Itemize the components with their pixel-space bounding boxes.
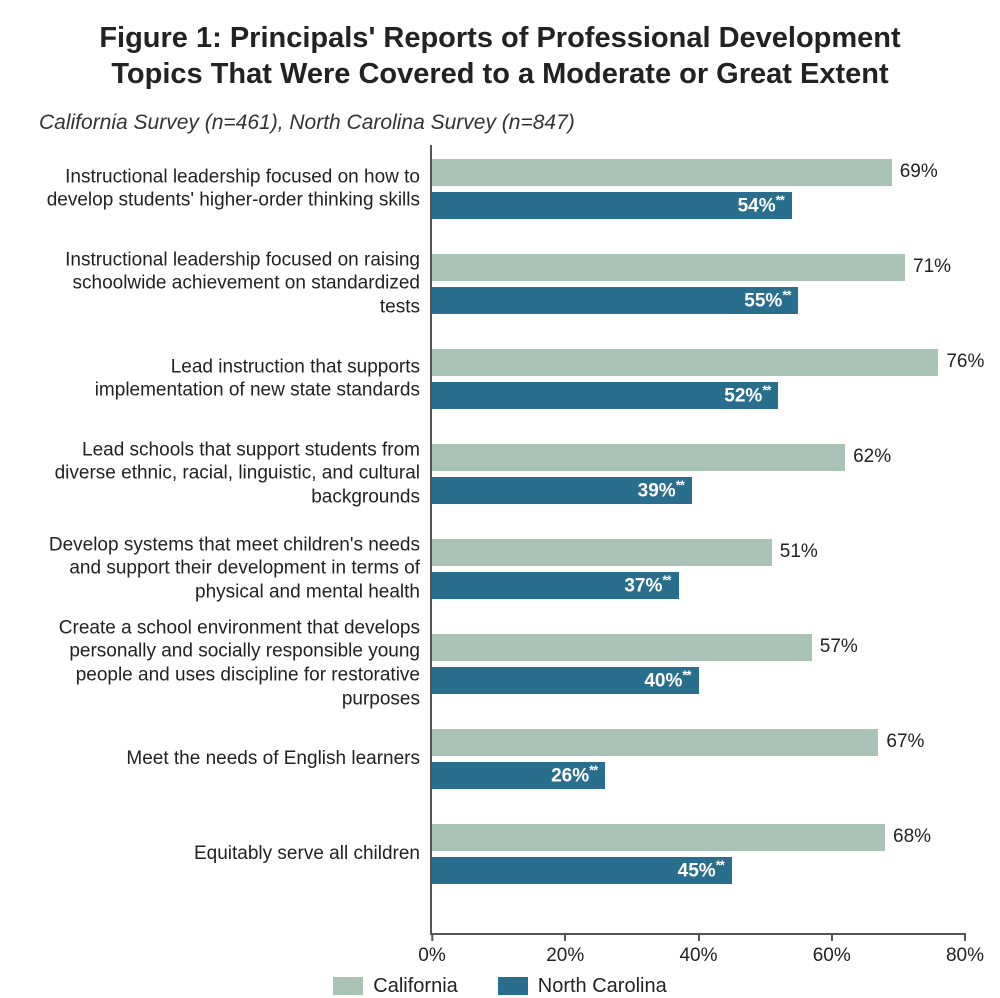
- bar-value-label: 54%**: [738, 192, 784, 217]
- bar-north-carolina: 54%**: [432, 192, 792, 219]
- figure-title: Figure 1: Principals' Reports of Profess…: [35, 20, 965, 93]
- bar-value-label: 26%**: [551, 762, 597, 787]
- category-label: Develop systems that meet children's nee…: [40, 533, 420, 604]
- x-axis-tick: 60%: [813, 933, 851, 967]
- category-label: Lead instruction that supports implement…: [40, 355, 420, 403]
- category-label: Meet the needs of English learners: [40, 747, 420, 771]
- bar-california: 51%: [432, 539, 772, 566]
- bar-north-carolina: 26%**: [432, 762, 605, 789]
- title-line-1: Figure 1: Principals' Reports of Profess…: [99, 22, 900, 54]
- x-axis-tick: 80%: [946, 933, 984, 967]
- category-label: Lead schools that support students from …: [40, 438, 420, 509]
- x-axis-tick: 0%: [418, 933, 445, 967]
- legend-label: North Carolina: [538, 975, 667, 998]
- legend-swatch: [333, 977, 363, 995]
- bar-value-label: 45%**: [678, 857, 724, 882]
- bar-north-carolina: 55%**: [432, 287, 798, 314]
- title-line-2: Topics That Were Covered to a Moderate o…: [111, 58, 888, 90]
- legend-item: California: [333, 975, 457, 998]
- x-axis-tick: 20%: [546, 933, 584, 967]
- bar-value-label: 51%: [772, 541, 818, 563]
- bar-north-carolina: 37%**: [432, 572, 679, 599]
- bar-value-label: 37%**: [624, 572, 670, 597]
- bar-north-carolina: 45%**: [432, 857, 732, 884]
- bar-value-label: 39%**: [638, 477, 684, 502]
- bar-value-label: 76%: [938, 351, 984, 373]
- bar-value-label: 57%: [812, 636, 858, 658]
- bar-north-carolina: 40%**: [432, 667, 699, 694]
- bar-california: 62%: [432, 444, 845, 471]
- figure-subtitle: California Survey (n=461), North Carolin…: [35, 111, 965, 135]
- chart: Instructional leadership focused on how …: [35, 145, 965, 935]
- bar-value-label: 71%: [905, 256, 951, 278]
- bar-california: 76%: [432, 349, 938, 376]
- bar-california: 71%: [432, 254, 905, 281]
- bar-north-carolina: 39%**: [432, 477, 692, 504]
- bar-california: 67%: [432, 729, 878, 756]
- legend-item: North Carolina: [498, 975, 667, 998]
- bar-california: 57%: [432, 634, 812, 661]
- bar-value-label: 62%: [845, 446, 891, 468]
- bar-value-label: 55%**: [744, 287, 790, 312]
- bar-california: 69%: [432, 159, 892, 186]
- bar-value-label: 52%**: [724, 382, 770, 407]
- bar-value-label: 40%**: [644, 667, 690, 692]
- x-axis-tick: 40%: [679, 933, 717, 967]
- category-labels-column: Instructional leadership focused on how …: [35, 145, 430, 935]
- category-label: Instructional leadership focused on rais…: [40, 248, 420, 319]
- legend: California North Carolina: [35, 975, 965, 998]
- category-label: Instructional leadership focused on how …: [40, 165, 420, 213]
- legend-swatch: [498, 977, 528, 995]
- bar-value-label: 67%: [878, 731, 924, 753]
- bar-california: 68%: [432, 824, 885, 851]
- bar-value-label: 69%: [892, 161, 938, 183]
- category-label: Create a school environment that develop…: [40, 616, 420, 711]
- category-label: Equitably serve all children: [40, 842, 420, 866]
- legend-label: California: [373, 975, 457, 998]
- bar-north-carolina: 52%**: [432, 382, 778, 409]
- bar-value-label: 68%: [885, 826, 931, 848]
- plot-area: 69% 54%** 71% 55%** 76% 52%** 62% 39%** 51% 37%**…: [430, 145, 965, 935]
